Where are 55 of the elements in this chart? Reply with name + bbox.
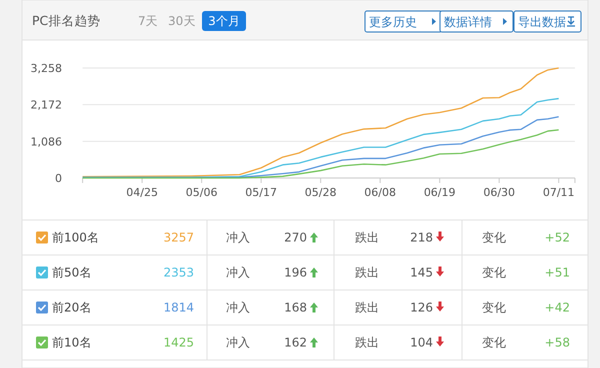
x-tick-label: 04/25: [126, 186, 158, 199]
y-tick-label: 2,172: [30, 98, 62, 112]
text: 变化: [482, 230, 506, 244]
text: 跌出: [355, 300, 379, 314]
text: +58: [544, 336, 570, 350]
text: 变化: [482, 336, 506, 350]
text: 3257: [163, 230, 194, 244]
text: 跌出: [355, 266, 379, 280]
legend-label: 前100名: [52, 230, 99, 244]
text: 冲入: [226, 266, 250, 280]
text: +42: [544, 300, 570, 314]
text: 导出数据: [518, 15, 566, 29]
text: 196: [284, 266, 307, 280]
text: 冲入: [226, 230, 250, 244]
x-tick-label: 06/19: [424, 186, 456, 199]
text: 104: [410, 336, 433, 350]
line-series: [82, 116, 560, 178]
text: 2353: [163, 266, 194, 280]
x-tick-label: 06/08: [364, 186, 396, 199]
x-tick-label: 05/17: [245, 186, 277, 199]
text: 数据详情: [444, 15, 492, 29]
text: 126: [410, 300, 433, 314]
text: 跌出: [355, 336, 379, 350]
y-tick-label: 3,258: [30, 62, 62, 75]
text: 162: [284, 336, 307, 350]
line-series: [82, 129, 560, 179]
text: 更多历史: [369, 15, 417, 29]
legend-label: 前50名: [52, 266, 92, 280]
text: 270: [284, 230, 307, 244]
text: +52: [544, 230, 570, 244]
line-series: [82, 98, 560, 178]
text: 168: [284, 300, 307, 314]
y-tick-label: 0: [55, 172, 62, 185]
text: 冲入: [226, 336, 250, 350]
chart-title: PC排名趋势: [32, 13, 100, 28]
text: 变化: [482, 266, 506, 280]
text: 跌出: [355, 230, 379, 244]
text: 145: [410, 266, 433, 280]
text: 1425: [163, 336, 194, 350]
text: 218: [410, 230, 433, 244]
x-tick-label: 06/30: [483, 186, 516, 199]
x-tick-label: 07/11: [542, 186, 575, 199]
y-tick-label: 1,086: [30, 135, 62, 148]
text: 3个月: [208, 14, 240, 28]
line-series: [82, 67, 560, 178]
text: 7天: [138, 14, 158, 28]
text: 冲入: [226, 300, 250, 314]
text: 1814: [163, 300, 194, 314]
x-tick-label: 05/06: [186, 186, 218, 199]
text: 变化: [482, 300, 506, 314]
legend-label: 前10名: [52, 336, 92, 350]
legend-label: 前20名: [52, 300, 92, 314]
text: 30天: [168, 14, 196, 28]
x-tick-label: 05/28: [304, 186, 336, 199]
text: +51: [544, 266, 570, 280]
